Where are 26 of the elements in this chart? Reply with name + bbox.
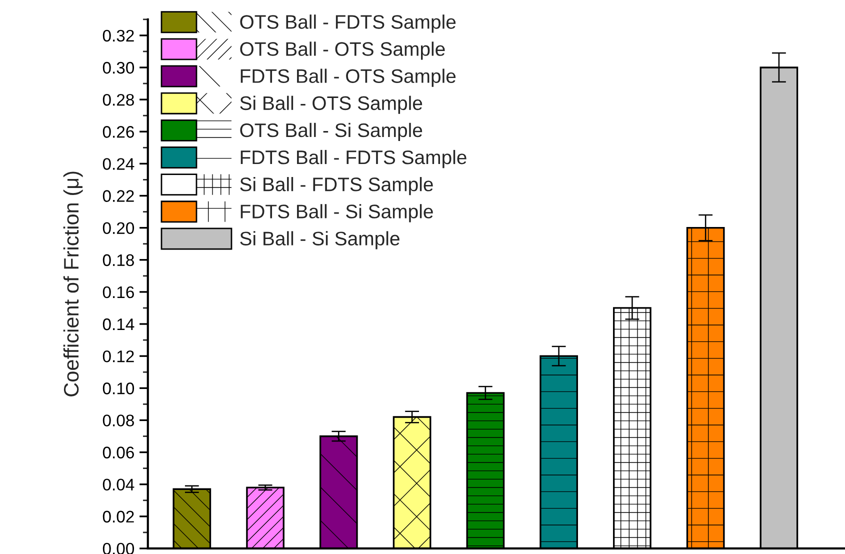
legend-label: FDTS Ball - Si Sample [240,204,433,222]
y-tick-label: 0.20 [102,222,134,234]
y-tick-label: 0.14 [102,318,134,330]
y-tick-label: 0.32 [102,30,134,42]
y-tick-label: 0.22 [102,190,134,202]
legend-label: FDTS Ball - OTS Sample [240,68,456,87]
y-tick-label: 0.16 [102,286,134,298]
y-tick-label: 0.02 [102,510,134,523]
legend-label: OTS Ball - Si Sample [240,122,422,141]
y-tick-label: 0.10 [102,382,134,394]
y-tick-label: 0.12 [102,350,134,362]
legend-label: OTS Ball - FDTS Sample [240,14,456,33]
legend-label: Si Ball - Si Sample [240,231,400,250]
y-tick-label: 0.08 [102,414,134,426]
legend-label: OTS Ball - OTS Sample [240,42,445,60]
y-tick-label: 0.26 [102,126,134,138]
legend-label: Si Ball - OTS Sample [240,96,422,114]
y-tick-label: 0.28 [102,94,134,106]
y-tick-label: 0.30 [102,62,134,74]
y-tick-label: 0.06 [102,446,134,458]
y-axis-title: Coefficient of Friction (μ) [63,172,83,396]
y-tick-label: 0.24 [102,158,134,170]
y-tick-label: 0.04 [102,478,134,491]
y-tick-label: 0.18 [102,254,134,266]
legend-label: FDTS Ball - FDTS Sample [240,150,466,168]
legend-label: Si Ball - FDTS Sample [240,177,433,196]
